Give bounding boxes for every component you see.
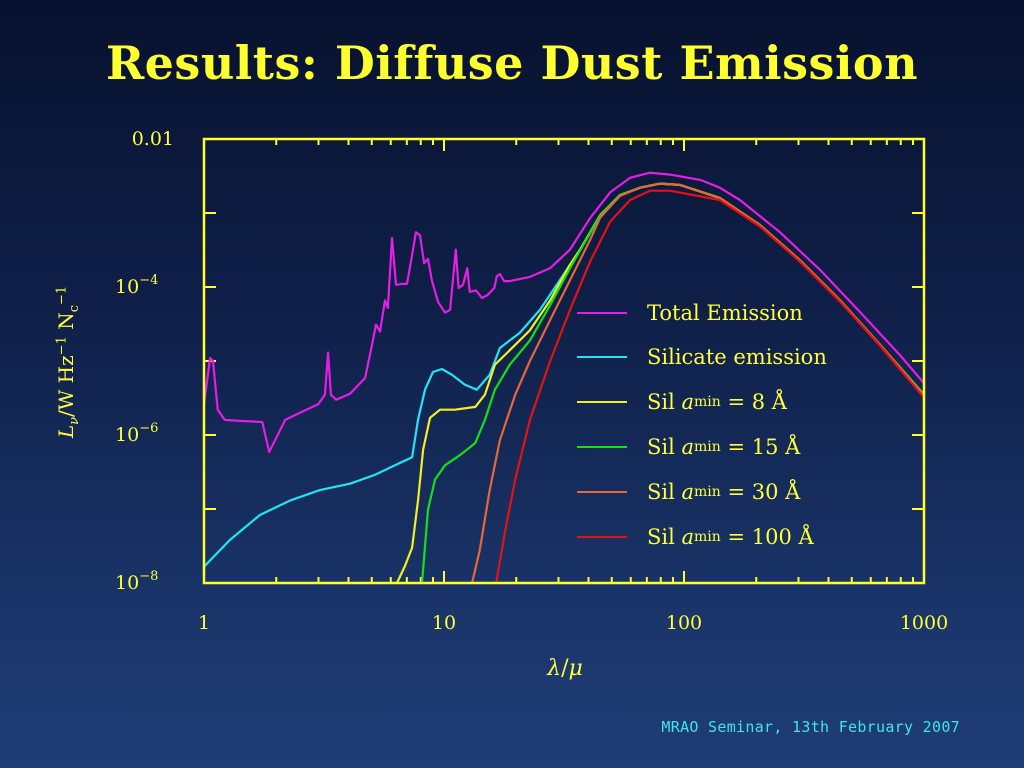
plot-frame [202, 137, 926, 585]
y-tick-label: 10−8 [115, 569, 158, 594]
y-tick-base: 10 [115, 276, 139, 298]
y-tick-base: 10 [115, 572, 139, 594]
legend-value: = 15 Å [720, 435, 801, 459]
legend-entry: Sil a min = 100 Å [577, 522, 814, 552]
y-tick-label: 10−6 [115, 421, 158, 446]
footer-text: MRAO Seminar, 13th February 2007 [661, 718, 960, 736]
legend-value: = 30 Å [720, 480, 801, 504]
legend-swatch [577, 356, 627, 358]
legend-swatch [577, 401, 627, 403]
legend-entry: Sil a min = 15 Å [577, 432, 800, 462]
legend-swatch [577, 536, 627, 538]
legend-variable: a [681, 390, 695, 414]
y-tick-label: 10−4 [115, 273, 158, 298]
x-tick-label: 10 [432, 612, 456, 634]
legend-label: Sil [647, 435, 682, 459]
series-line-2 [204, 182, 924, 568]
legend-value: = 100 Å [720, 525, 814, 549]
y-tick-exponent: −4 [139, 273, 158, 288]
legend-entry: Sil a min = 8 Å [577, 387, 787, 417]
y-tick-base: 0.01 [132, 128, 174, 150]
slide-title: Results: Diffuse Dust Emission [105, 36, 919, 90]
legend-entry: Total Emission [577, 298, 803, 328]
legend-label: Sil [647, 480, 682, 504]
y-tick-label: 0.01 [132, 128, 174, 150]
legend-subscript: min [694, 439, 721, 455]
legend-variable: a [681, 525, 695, 549]
series-line-5 [471, 182, 924, 583]
x-tick-label: 100 [666, 612, 702, 634]
legend-entry: Sil a min = 30 Å [577, 477, 800, 507]
series-lines [204, 171, 924, 583]
legend-value: = 8 Å [720, 390, 787, 414]
legend-subscript: min [694, 484, 721, 500]
legend-label: Total Emission [647, 301, 803, 325]
x-axis-label: λ/μ [547, 656, 583, 681]
legend-entry: Silicate emission [577, 342, 827, 372]
y-tick-exponent: −6 [139, 421, 158, 436]
legend-swatch [577, 312, 627, 314]
legend-label: Silicate emission [647, 345, 827, 369]
series-line-6 [495, 189, 924, 583]
y-axis-label: Lν/W Hz−1 Nc−1 [54, 285, 82, 439]
legend-label: Sil [647, 525, 682, 549]
legend-swatch [577, 491, 627, 493]
legend-variable: a [681, 480, 695, 504]
x-tick-label: 1000 [900, 612, 948, 634]
legend-subscript: min [694, 529, 721, 545]
legend-variable: a [681, 435, 695, 459]
legend-label: Sil [647, 390, 682, 414]
series-line-1 [204, 171, 924, 454]
legend-swatch [577, 446, 627, 448]
y-tick-exponent: −8 [139, 569, 158, 584]
y-tick-base: 10 [115, 424, 139, 446]
x-tick-label: 1 [198, 612, 210, 634]
legend-subscript: min [694, 394, 721, 410]
